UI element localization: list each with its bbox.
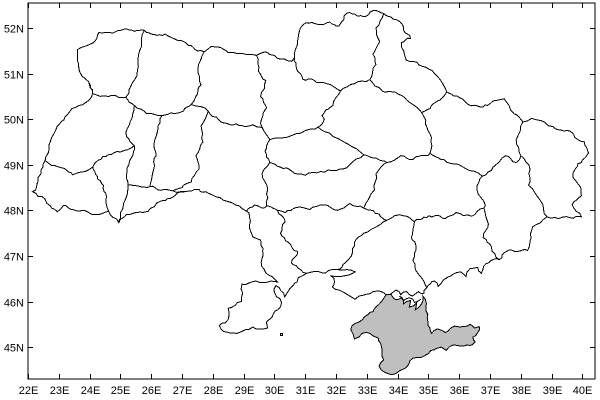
oblast-border-line: [149, 115, 163, 187]
oblast-border-line: [118, 185, 129, 223]
oblast-border-line: [277, 202, 364, 214]
y-tick-label: 51N: [4, 70, 24, 82]
oblast-border-line: [363, 154, 388, 163]
oblast-border-line: [363, 162, 388, 209]
x-tick-label: 30E: [265, 385, 285, 397]
oblast-border-line: [125, 145, 136, 186]
oblast-border-line: [386, 153, 431, 163]
oblast-border-line: [149, 185, 173, 192]
oblast-border-line: [125, 30, 145, 98]
x-tick-label: 23E: [50, 385, 70, 397]
y-tick-label: 49N: [4, 161, 24, 173]
crimea-region-highlight: [350, 293, 481, 375]
x-tick-label: 31E: [296, 385, 316, 397]
oblast-border-line: [261, 162, 271, 206]
oblast-border-line: [172, 190, 186, 193]
oblast-border-line: [125, 105, 135, 147]
oblast-border-line: [386, 214, 415, 223]
oblast-border-line: [92, 145, 135, 168]
x-tick-label: 26E: [142, 385, 162, 397]
x-tick-label: 40E: [573, 385, 593, 397]
sivash-lagoon-line: [398, 295, 421, 304]
y-tick-label: 45N: [4, 343, 24, 355]
oblast-border-line: [127, 184, 150, 189]
x-tick-label: 39E: [543, 385, 563, 397]
oblast-border-line: [476, 175, 486, 209]
oblast-border-line: [269, 126, 319, 141]
oblast-border-line: [363, 207, 387, 221]
oblast-border-line: [340, 79, 371, 92]
x-tick-label: 36E: [450, 385, 470, 397]
x-tick-label: 37E: [481, 385, 501, 397]
ukraine-mainland-outline: [31, 9, 590, 334]
x-tick-label: 38E: [512, 385, 532, 397]
oblast-border-line: [256, 55, 268, 128]
oblast-border-line: [207, 110, 263, 128]
x-tick-label: 35E: [419, 385, 439, 397]
oblast-border-line: [317, 90, 342, 128]
x-tick-label: 25E: [111, 385, 131, 397]
oblast-border-line: [125, 97, 192, 117]
y-tick-label: 50N: [4, 115, 24, 127]
oblast-border-line: [246, 204, 268, 212]
y-tick-label: 52N: [4, 24, 24, 36]
oblast-border-line: [369, 79, 422, 113]
oblast-border-line: [410, 221, 428, 289]
oblast-border-line: [482, 155, 522, 177]
x-tick-label: 28E: [204, 385, 224, 397]
oblast-border-line: [44, 160, 93, 176]
x-tick-label: 29E: [235, 385, 255, 397]
x-tick-label: 32E: [327, 385, 347, 397]
axes-frame: [27, 2, 596, 380]
oblast-border-line: [337, 219, 388, 271]
oblast-border-line: [293, 57, 341, 92]
oblast-border-line: [88, 81, 126, 99]
x-tick-label: 33E: [358, 385, 378, 397]
oblast-border-line: [266, 205, 278, 211]
x-tick-label: 24E: [81, 385, 101, 397]
x-tick-label: 22E: [19, 385, 39, 397]
oblast-border-line: [172, 110, 209, 192]
oblast-border-line: [269, 154, 365, 176]
x-tick-label: 27E: [173, 385, 193, 397]
oblast-border-line: [92, 166, 110, 212]
oblast-border-line: [520, 155, 548, 218]
oblast-border-line: [191, 104, 209, 112]
oblast-border-line: [369, 13, 385, 80]
oblast-border-line: [429, 152, 483, 177]
oblast-border-line: [414, 207, 484, 223]
oblast-border-line: [261, 127, 271, 140]
y-tick-label: 46N: [4, 298, 24, 310]
oblast-border-line: [317, 126, 365, 156]
x-tick-label: 34E: [389, 385, 409, 397]
oblast-border-line: [421, 112, 433, 154]
oblast-border-line: [264, 139, 271, 163]
snake-island: [280, 332, 283, 337]
oblast-border-line: [515, 121, 524, 156]
oblast-border-line: [421, 91, 448, 113]
y-tick-label: 47N: [4, 252, 24, 264]
oblast-border-line: [277, 210, 307, 274]
oblast-border-line: [190, 51, 205, 105]
y-tick-label: 48N: [4, 206, 24, 218]
oblast-border-line: [482, 207, 500, 261]
